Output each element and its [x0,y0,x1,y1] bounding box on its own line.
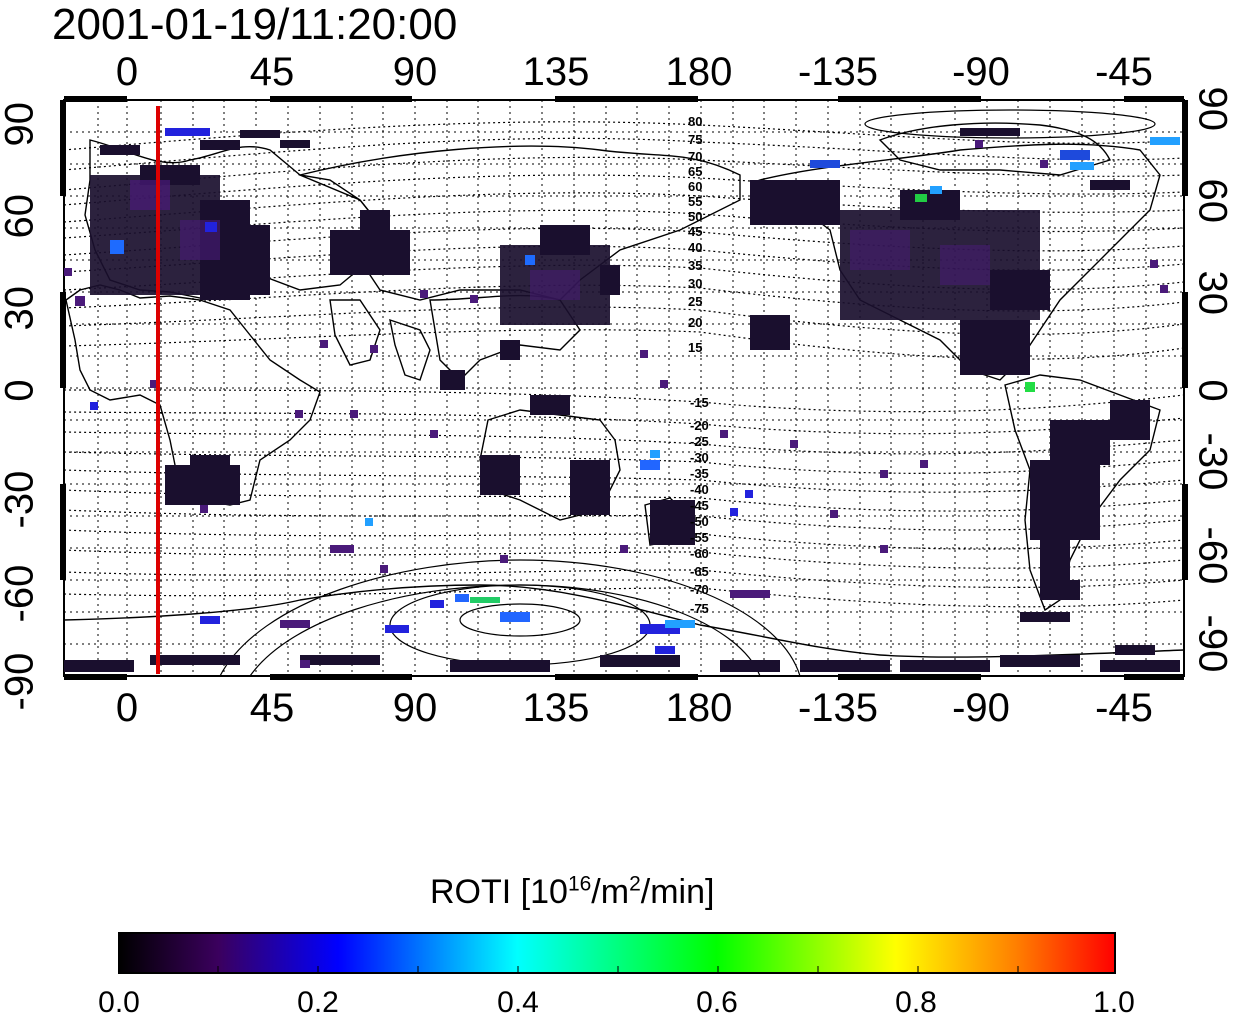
frame-scale-bars [60,96,1188,680]
colorbar-tick: 0.0 [98,986,140,1019]
mag-lat-label: -70 [690,582,709,597]
mag-lat-label: 70 [688,149,703,164]
lon-tick-bottom: 90 [392,686,438,730]
mag-lat-label: 30 [688,276,703,291]
lon-tick-bottom: 0 [115,686,139,730]
lon-tick-top: -90 [952,50,1010,94]
mag-lat-label: -25 [690,434,709,449]
mag-lat-label: -15 [690,395,709,410]
colorbar-tick: 0.6 [696,986,738,1019]
mag-lat-label: -65 [690,564,709,579]
mag-lat-label: 60 [688,179,703,194]
mag-lat-label: 55 [688,194,703,209]
mag-lat-label: -35 [690,466,709,481]
colorbar-tick: 1.0 [1093,986,1135,1019]
mag-lat-label: 35 [688,258,703,273]
mag-lat-label: 25 [688,294,703,309]
lon-tick-top: 135 [522,50,590,94]
mag-lat-label: -55 [690,530,709,545]
lon-tick-top: 0 [115,50,139,94]
lon-tick-bottom: -45 [1095,686,1153,730]
lon-tick-bottom: -135 [797,686,879,730]
roti-data-cells [90,128,1180,654]
mag-lat-label: -40 [690,482,709,497]
mag-lat-label: -45 [690,498,709,513]
mag-lat-label: -50 [690,514,709,529]
lon-tick-top: -135 [797,50,879,94]
mag-lat-label: 20 [688,315,703,330]
mag-lat-label: -30 [690,450,709,465]
mag-lat-label: -20 [690,418,709,433]
lon-tick-top: 45 [249,50,295,94]
mag-lat-label: 45 [688,224,703,239]
colorbar-tick: 0.4 [497,986,539,1019]
lon-tick-bottom: 180 [665,686,733,730]
mag-lat-label: -75 [690,601,709,616]
lon-tick-bottom: 135 [522,686,590,730]
lon-tick-top: 180 [665,50,733,94]
mag-lat-label: 50 [688,209,703,224]
mag-lat-label: -60 [690,546,709,561]
roti-map [60,96,1188,680]
lon-tick-bottom: 45 [249,686,295,730]
roti-data-cells [64,140,1168,668]
mag-lat-label: 80 [688,114,703,129]
colorbar-title: ROTI [1016/m2/min] [430,872,715,911]
mag-lat-label: 65 [688,164,703,179]
lon-tick-top: -45 [1095,50,1153,94]
timestamp: 2001-01-19/11:20:00 [52,0,458,49]
lon-tick-bottom: -90 [952,686,1010,730]
colorbar [118,932,1116,974]
mag-lat-label: 15 [688,340,703,355]
mag-lat-label: 75 [688,132,703,147]
colorbar-tick: 0.2 [297,986,339,1019]
mag-lat-label: 40 [688,240,703,255]
lon-tick-top: 90 [392,50,438,94]
colorbar-tick: 0.8 [895,986,937,1019]
